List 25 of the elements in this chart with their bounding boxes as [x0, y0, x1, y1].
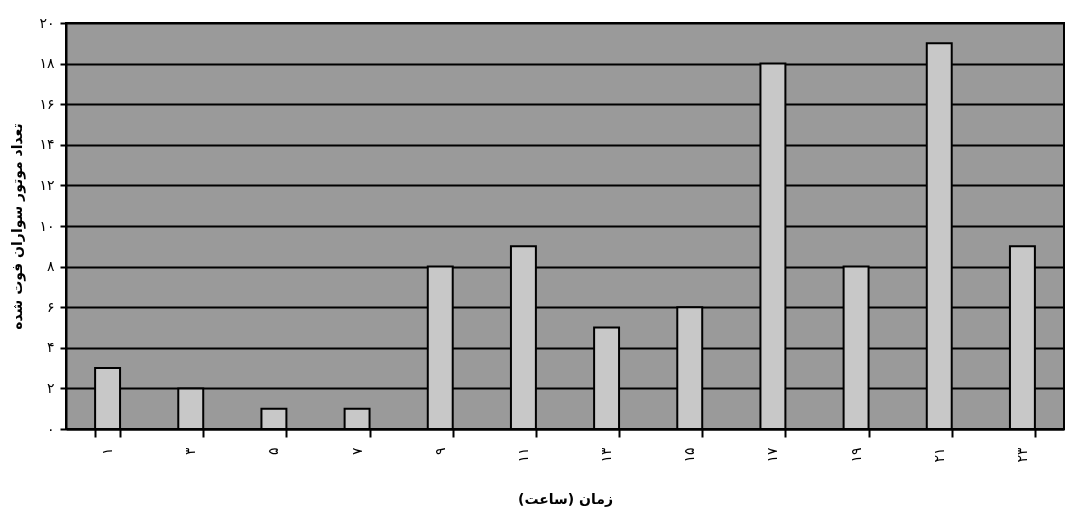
x-tick-label: ۳ [182, 447, 199, 456]
x-tick-label: ۵ [265, 447, 282, 456]
x-tick-label: ۱۳ [598, 447, 615, 463]
x-tick-label: ۲۱ [930, 447, 947, 463]
y-tick-label: ۲ [46, 379, 55, 396]
y-axis-title: تعداد موتور سواران فوت شده [9, 123, 27, 330]
y-tick-label: ۱۶ [39, 95, 55, 112]
y-tick-label: ۱۲ [39, 176, 55, 193]
x-tick-label: ۱۷ [764, 447, 781, 463]
y-tick-label: ۱۴ [39, 136, 55, 153]
y-tick-label: ۰ [46, 420, 55, 437]
x-tick-label: ۱۹ [847, 447, 864, 463]
y-tick-label: ۱۰ [39, 217, 55, 234]
x-tick-label: ۱۵ [681, 447, 698, 463]
x-tick-label: ۱۱ [514, 447, 531, 463]
y-tick-label: ۴ [46, 339, 55, 356]
y-tick-label: ۸ [46, 258, 55, 275]
x-axis-title: زمان (ساعت) [517, 490, 614, 507]
y-tick-label: ۲۰ [39, 14, 55, 31]
x-tick-label: ۹ [431, 447, 448, 456]
x-tick-label: ۲۳ [1013, 447, 1030, 463]
y-tick-label: ۶ [46, 298, 55, 315]
x-tick-label: ۱ [99, 447, 116, 456]
y-tick-label: ۱۸ [39, 55, 55, 72]
x-tick-label: ۷ [348, 447, 365, 456]
